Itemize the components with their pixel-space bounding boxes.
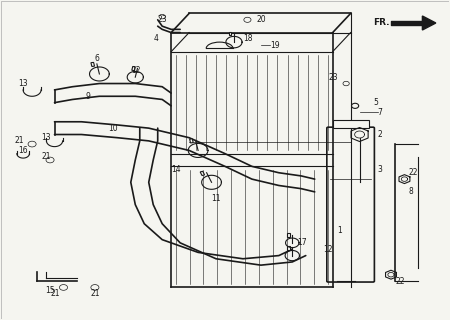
Bar [189, 139, 193, 143]
Text: 22: 22 [409, 168, 418, 177]
Bar [200, 171, 205, 176]
Bar [333, 120, 369, 128]
Text: 1: 1 [337, 226, 342, 235]
Bar [91, 62, 94, 67]
Text: 20: 20 [256, 15, 266, 24]
Text: 3: 3 [378, 165, 382, 174]
Text: 23: 23 [158, 15, 167, 24]
Text: 5: 5 [373, 98, 378, 107]
Bar [229, 32, 231, 36]
Text: 13: 13 [41, 133, 51, 142]
Text: 22: 22 [396, 276, 405, 285]
Text: 16: 16 [18, 146, 28, 155]
Text: 2: 2 [378, 130, 382, 139]
Text: 21: 21 [90, 289, 100, 298]
Text: 21: 21 [50, 289, 59, 298]
Bar [287, 246, 290, 250]
Text: 9: 9 [86, 92, 91, 101]
Bar [287, 233, 290, 237]
Text: 17: 17 [297, 238, 306, 247]
Text: 8: 8 [409, 188, 414, 196]
Text: 12: 12 [131, 66, 140, 75]
Text: 21: 21 [41, 152, 50, 161]
Text: 18: 18 [243, 35, 252, 44]
Bar [132, 67, 135, 71]
Polygon shape [423, 16, 436, 30]
Text: 13: 13 [18, 79, 28, 88]
Text: 14: 14 [171, 165, 181, 174]
Text: 19: 19 [270, 41, 279, 50]
Text: 4: 4 [153, 35, 158, 44]
Text: 23: 23 [328, 73, 338, 82]
Text: 6: 6 [95, 53, 100, 62]
Text: 12: 12 [324, 245, 333, 254]
Text: 21: 21 [14, 136, 24, 145]
Text: FR.: FR. [373, 19, 390, 28]
Text: 10: 10 [108, 124, 118, 132]
Text: 7: 7 [378, 108, 382, 117]
Text: 15: 15 [45, 286, 55, 295]
Text: 11: 11 [212, 194, 221, 203]
